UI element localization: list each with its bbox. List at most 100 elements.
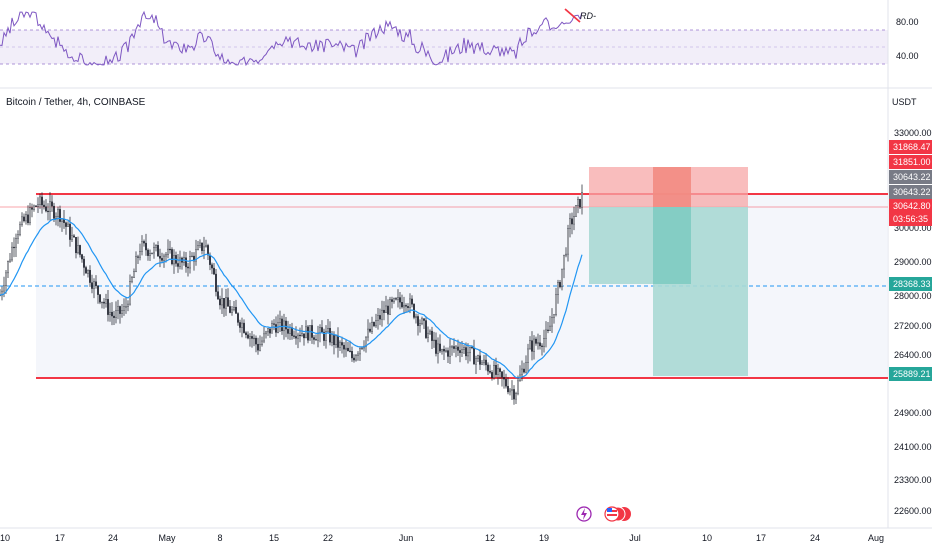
candle-body bbox=[53, 205, 55, 219]
candle-body bbox=[167, 248, 169, 255]
candle-body bbox=[157, 245, 159, 257]
candle-body bbox=[531, 340, 533, 352]
candle-body bbox=[527, 348, 529, 363]
candle-body bbox=[37, 204, 39, 207]
candle-body bbox=[557, 282, 559, 295]
candle-body bbox=[443, 348, 445, 352]
candle-body bbox=[39, 196, 41, 205]
candle-body bbox=[331, 334, 333, 343]
candle-body bbox=[485, 359, 487, 366]
target-zone-2[interactable] bbox=[653, 284, 748, 376]
candle-body bbox=[241, 322, 243, 328]
candle-body bbox=[343, 344, 345, 350]
candle-body bbox=[47, 210, 49, 213]
candle-body bbox=[405, 305, 407, 307]
candle-body bbox=[251, 336, 253, 339]
candle-body bbox=[325, 330, 327, 341]
candle-body bbox=[449, 346, 451, 357]
candle-body bbox=[279, 318, 281, 323]
candle-body bbox=[293, 335, 295, 337]
candle-body bbox=[507, 385, 509, 393]
candle-body bbox=[357, 353, 359, 356]
candle-body bbox=[153, 246, 155, 254]
price-tag-value: 31851.00 bbox=[893, 157, 931, 167]
candle-body bbox=[27, 214, 29, 224]
candle-body bbox=[203, 246, 205, 251]
candle-body bbox=[221, 298, 223, 306]
candle-body bbox=[165, 254, 167, 257]
time-label: Jul bbox=[629, 533, 641, 543]
candle-body bbox=[447, 350, 449, 357]
candle-body bbox=[73, 235, 75, 238]
us-flag-events-icon[interactable] bbox=[604, 506, 631, 522]
candle-body bbox=[435, 339, 437, 354]
candle-body bbox=[265, 331, 267, 335]
time-label: 8 bbox=[217, 533, 222, 543]
time-label: 17 bbox=[756, 533, 766, 543]
candle-body bbox=[33, 205, 35, 210]
price-tag: 28368.33 bbox=[889, 277, 932, 291]
candle-body bbox=[65, 222, 67, 227]
candle-body bbox=[575, 205, 577, 217]
candle-body bbox=[395, 298, 397, 300]
candle-body bbox=[129, 281, 131, 305]
candle-body bbox=[433, 339, 435, 342]
candle-body bbox=[489, 370, 491, 373]
price-tag: 31851.00 bbox=[889, 155, 932, 169]
candle-body bbox=[21, 216, 23, 225]
candle-body bbox=[547, 329, 549, 331]
candle-body bbox=[255, 337, 257, 345]
candle-body bbox=[457, 346, 459, 351]
candle-body bbox=[391, 299, 393, 302]
candle-body bbox=[79, 245, 81, 255]
candle-body bbox=[383, 309, 385, 313]
price-tick-label: 26400.00 bbox=[894, 350, 932, 360]
candle-body bbox=[429, 330, 431, 334]
candle-body bbox=[425, 320, 427, 338]
candle-body bbox=[303, 333, 305, 339]
candle-body bbox=[497, 368, 499, 375]
rsi-pane: RD- 80.00 40.00 bbox=[0, 8, 919, 67]
candle-body bbox=[243, 322, 245, 333]
rsi-divergence-line bbox=[564, 8, 581, 23]
candle-body bbox=[301, 333, 303, 336]
candle-body bbox=[481, 362, 483, 365]
candle-body bbox=[369, 328, 371, 332]
candle-body bbox=[75, 237, 77, 254]
candle-body bbox=[431, 330, 433, 341]
candle-body bbox=[71, 235, 73, 240]
candle-body bbox=[551, 317, 553, 327]
candle-body bbox=[15, 238, 17, 248]
candle-body bbox=[201, 242, 203, 251]
candle-body bbox=[539, 342, 541, 347]
candle-body bbox=[169, 248, 171, 251]
candle-body bbox=[111, 311, 113, 317]
candle-body bbox=[393, 298, 395, 302]
candle-body bbox=[389, 299, 391, 315]
candle-body bbox=[353, 357, 355, 361]
candle-body bbox=[119, 306, 121, 314]
candle-body bbox=[399, 297, 401, 303]
candle-body bbox=[421, 318, 423, 324]
candle-body bbox=[563, 254, 565, 270]
candle-body bbox=[439, 343, 441, 352]
candle-body bbox=[505, 378, 507, 387]
candle-body bbox=[11, 246, 13, 261]
candle-body bbox=[177, 263, 179, 267]
time-axis[interactable]: 10 17 24 May 8 15 22 Jun 12 19 Jul 10 17 24 Aug bbox=[0, 533, 884, 543]
lightning-icon[interactable] bbox=[576, 506, 592, 522]
candle-body bbox=[247, 334, 249, 339]
candle-body bbox=[235, 306, 237, 314]
candle-body bbox=[199, 242, 201, 246]
price-tag-value: 03:56:35 bbox=[893, 214, 928, 224]
candle-body bbox=[415, 316, 417, 318]
candle-body bbox=[149, 253, 151, 256]
candle-body bbox=[123, 306, 125, 311]
candle-body bbox=[451, 346, 453, 348]
candle-body bbox=[117, 306, 119, 311]
candle-body bbox=[189, 256, 191, 269]
candle-body bbox=[81, 254, 83, 260]
candle-body bbox=[271, 323, 273, 334]
candle-body bbox=[109, 311, 111, 315]
